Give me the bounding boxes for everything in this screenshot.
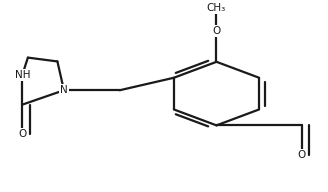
Text: CH₃: CH₃ bbox=[207, 3, 226, 13]
Text: O: O bbox=[297, 150, 306, 160]
Text: NH: NH bbox=[14, 70, 30, 80]
Text: O: O bbox=[212, 26, 221, 36]
Text: O: O bbox=[18, 129, 27, 139]
Text: N: N bbox=[60, 85, 68, 95]
